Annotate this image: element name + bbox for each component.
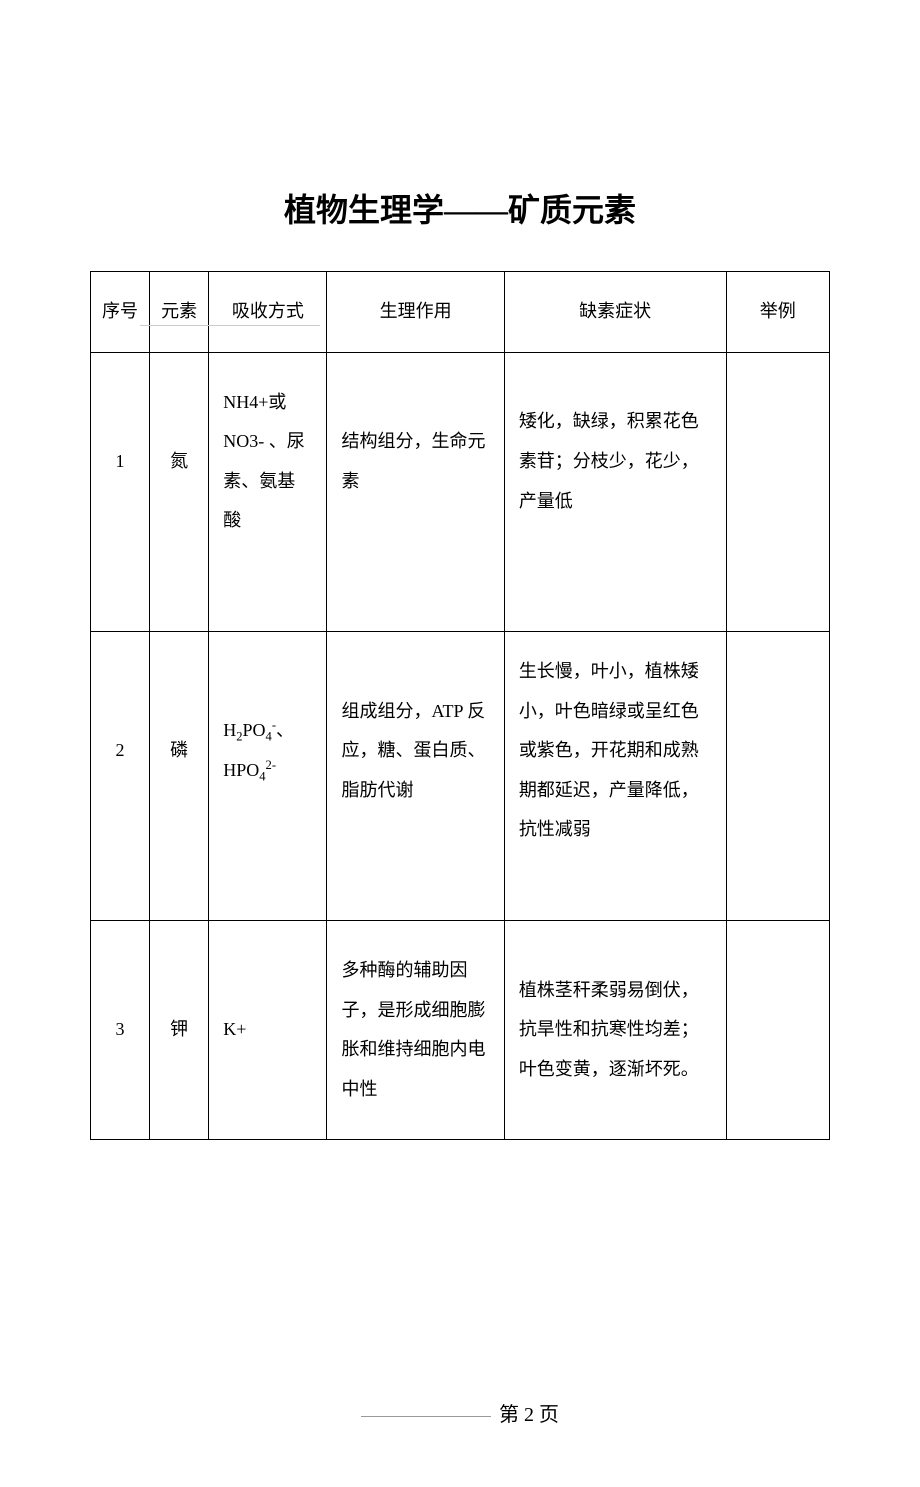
page-footer: 第 2 页	[0, 1398, 920, 1427]
col-header-function: 生理作用	[327, 272, 504, 353]
cell-symptom: 矮化，缺绿，积累花色素苷；分枝少，花少，产量低	[504, 352, 726, 631]
cell-function: 组成组分，ATP 反应，糖、蛋白质、脂肪代谢	[327, 631, 504, 920]
col-header-symptom: 缺素症状	[504, 272, 726, 353]
mineral-elements-table: 序号 元素 吸收方式 生理作用 缺素症状 举例 1 氮 NH4+或NO3- 、尿…	[90, 271, 830, 1140]
cell-seq: 2	[91, 631, 150, 920]
table-row: 2 磷 H2PO4-、HPO42- 组成组分，ATP 反应，糖、蛋白质、脂肪代谢…	[91, 631, 830, 920]
cell-element: 氮	[150, 352, 209, 631]
header-divider	[140, 325, 320, 326]
footer-divider	[361, 1416, 491, 1417]
table-header-row: 序号 元素 吸收方式 生理作用 缺素症状 举例	[91, 272, 830, 353]
table-row: 3 钾 K+ 多种酶的辅助因子，是形成细胞膨胀和维持细胞内电中性 植株茎秆柔弱易…	[91, 920, 830, 1139]
cell-example	[726, 631, 830, 920]
cell-element: 钾	[150, 920, 209, 1139]
cell-function: 结构组分，生命元素	[327, 352, 504, 631]
cell-absorption: NH4+或NO3- 、尿素、氨基酸	[209, 352, 327, 631]
cell-absorption: H2PO4-、HPO42-	[209, 631, 327, 920]
col-header-example: 举例	[726, 272, 830, 353]
col-header-seq: 序号	[91, 272, 150, 353]
cell-symptom: 植株茎秆柔弱易倒伏，抗旱性和抗寒性均差；叶色变黄，逐渐坏死。	[504, 920, 726, 1139]
col-header-absorption: 吸收方式	[209, 272, 327, 353]
cell-absorption: K+	[209, 920, 327, 1139]
cell-symptom: 生长慢，叶小，植株矮小，叶色暗绿或呈红色或紫色，开花期和成熟期都延迟，产量降低，…	[504, 631, 726, 920]
page-title: 植物生理学——矿质元素	[0, 185, 920, 231]
cell-function: 多种酶的辅助因子，是形成细胞膨胀和维持细胞内电中性	[327, 920, 504, 1139]
cell-example	[726, 920, 830, 1139]
table-row: 1 氮 NH4+或NO3- 、尿素、氨基酸 结构组分，生命元素 矮化，缺绿，积累…	[91, 352, 830, 631]
cell-element: 磷	[150, 631, 209, 920]
table-container: 序号 元素 吸收方式 生理作用 缺素症状 举例 1 氮 NH4+或NO3- 、尿…	[90, 271, 830, 1140]
cell-example	[726, 352, 830, 631]
col-header-element: 元素	[150, 272, 209, 353]
cell-seq: 3	[91, 920, 150, 1139]
cell-seq: 1	[91, 352, 150, 631]
page-number: 第 2 页	[499, 1404, 559, 1426]
